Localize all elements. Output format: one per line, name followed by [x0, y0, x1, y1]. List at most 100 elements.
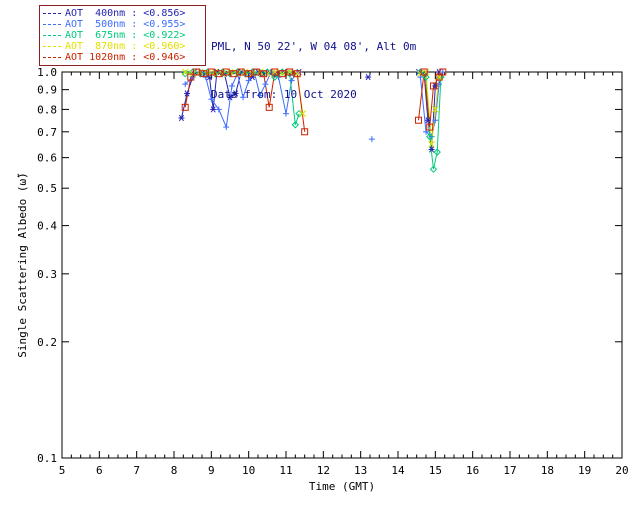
marker-square [230, 70, 238, 78]
marker-square [293, 70, 301, 78]
x-tick-label: 19 [578, 464, 591, 477]
y-tick-label: 1.0 [37, 66, 57, 79]
marker-diamond [433, 148, 441, 156]
marker-square [265, 103, 273, 111]
marker-square [222, 68, 230, 76]
marker-asterisk [429, 146, 435, 153]
marker-square [237, 68, 245, 76]
marker-square [301, 128, 309, 136]
legend-entry-aot-400nm: AOT 400nm : <0.856> [43, 8, 202, 19]
marker-diamond [429, 165, 438, 173]
marker-x [181, 68, 189, 76]
marker-diamond [295, 109, 303, 118]
marker-diamond [426, 132, 434, 141]
legend-label: AOT 870nm : <0.960> [65, 41, 186, 52]
station-info: PML, N 50 22', W 04 08', Alt 0m Data fro… [211, 7, 416, 135]
station-date-line: Data from: 10 Oct 2020 [211, 88, 357, 101]
marker-square [245, 70, 253, 78]
legend-entry-aot-500nm: AOT 500nm : <0.955> [43, 19, 202, 30]
marker-square [181, 103, 189, 111]
y-tick-label: 0.1 [37, 452, 57, 465]
marker-diamond [181, 69, 189, 78]
x-tick-label: 17 [503, 464, 516, 477]
x-tick-label: 18 [541, 464, 554, 477]
marker-x [293, 70, 301, 78]
y-tick-label: 0.6 [37, 152, 57, 165]
legend-line-swatch [43, 35, 61, 36]
legend-line-swatch [43, 46, 61, 47]
legend-label: AOT 400nm : <0.856> [65, 8, 186, 19]
legend-box: AOT 400nm : <0.856> AOT 500nm : <0.955> AO… [39, 5, 206, 66]
marker-diamond [422, 73, 430, 81]
x-tick-label: 9 [208, 464, 215, 477]
marker-x [204, 70, 211, 78]
y-tick-label: 0.8 [37, 103, 57, 116]
x-tick-label: 5 [59, 464, 66, 477]
x-tick-label: 20 [615, 464, 628, 477]
x-tick-label: 10 [242, 464, 255, 477]
marker-square [252, 68, 260, 76]
marker-x [299, 110, 307, 118]
legend-line-swatch [43, 57, 61, 58]
marker-diamond [241, 69, 249, 78]
marker-square [420, 68, 428, 76]
marker-diamond [256, 69, 264, 78]
marker-asterisk [233, 90, 239, 97]
marker-diamond [196, 69, 204, 78]
marker-x [278, 70, 286, 78]
x-tick-label: 7 [133, 464, 140, 477]
marker-square [435, 73, 443, 81]
marker-x [256, 68, 264, 76]
marker-asterisk [210, 106, 216, 113]
x-tick-label: 14 [391, 464, 405, 477]
marker-x [271, 68, 279, 76]
marker-diamond [226, 69, 234, 78]
marker-square [260, 70, 268, 78]
marker-x [234, 70, 241, 78]
x-tick-label: 6 [96, 464, 103, 477]
marker-square [215, 70, 223, 78]
marker-x [211, 68, 219, 76]
legend-entry-aot-1020nm: AOT 1020nm : <0.946> [43, 52, 202, 63]
marker-square [278, 70, 286, 78]
marker-x [428, 140, 435, 148]
marker-square [415, 116, 423, 124]
y-tick-label: 0.4 [37, 220, 57, 233]
x-tick-label: 8 [171, 464, 178, 477]
y-tick-label: 0.9 [37, 84, 57, 97]
marker-square [286, 68, 294, 76]
marker-square [200, 70, 208, 78]
marker-square [426, 123, 434, 131]
marker-square [271, 68, 279, 76]
marker-asterisk [425, 117, 431, 124]
marker-square [192, 68, 200, 76]
legend-label: AOT 1020nm : <0.946> [65, 52, 186, 63]
marker-x [263, 70, 271, 78]
x-axis-label: Time (GMT) [309, 480, 375, 493]
legend-entry-aot-870nm: AOT 870nm : <0.960> [43, 41, 202, 52]
y-tick-label: 0.7 [37, 126, 57, 139]
legend-line-swatch [43, 13, 61, 14]
marker-x [226, 68, 234, 76]
x-tick-label: 12 [317, 464, 330, 477]
y-axis-label: Single Scattering Albedo (ω̃) [16, 172, 29, 357]
legend-line-swatch [43, 24, 61, 25]
x-tick-label: 16 [466, 464, 479, 477]
legend-label: AOT 500nm : <0.955> [65, 19, 186, 30]
legend-entry-aot-675nm: AOT 675nm : <0.922> [43, 30, 202, 41]
station-location-line: PML, N 50 22', W 04 08', Alt 0m [211, 40, 417, 53]
x-tick-label: 11 [279, 464, 292, 477]
y-tick-label: 0.5 [37, 182, 57, 195]
marker-x [241, 68, 249, 76]
marker-x [417, 70, 424, 78]
marker-asterisk [184, 90, 190, 97]
marker-square [429, 82, 437, 90]
marker-x [196, 68, 204, 76]
marker-x [431, 106, 439, 113]
marker-diamond [271, 73, 279, 81]
marker-diamond [291, 121, 300, 129]
marker-x [219, 70, 226, 78]
marker-diamond [211, 69, 219, 78]
